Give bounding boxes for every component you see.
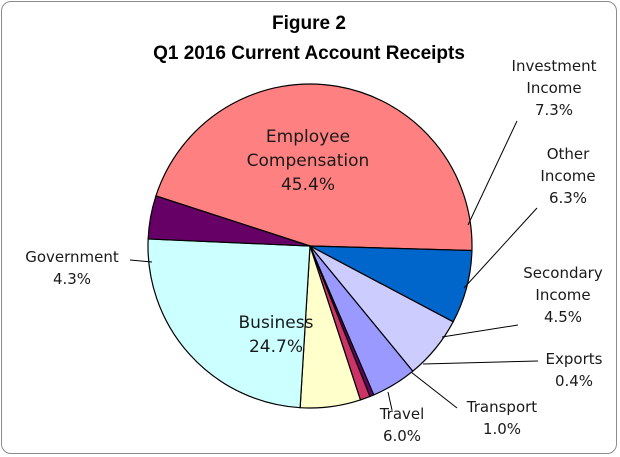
leader-line-exports <box>422 360 539 365</box>
leader-line-investment-income <box>467 120 518 226</box>
chart-title-line2: Q1 2016 Current Account Receipts <box>153 43 465 64</box>
leader-line-secondary-income <box>441 324 519 338</box>
slice-label-secondary-income: Secondary Income 4.5% <box>523 264 603 326</box>
slice-business <box>147 238 311 409</box>
slice-label-exports: Exports 0.4% <box>546 350 603 390</box>
slice-label-business: Business 24.7% <box>239 313 314 357</box>
slice-label-government: Government 4.3% <box>25 248 119 288</box>
chart-title-line1: Figure 2 <box>272 13 346 34</box>
leader-line-government <box>129 259 153 263</box>
slice-label-investment-income: Investment Income 7.3% <box>512 57 597 119</box>
slice-label-travel: Travel 6.0% <box>379 405 425 445</box>
slice-employee-compensation <box>155 83 473 252</box>
leader-line-transport <box>410 371 458 409</box>
slice-government <box>147 195 311 247</box>
leader-line-other-income <box>463 207 538 289</box>
leader-line-travel <box>387 391 393 411</box>
slice-label-other-income: Other Income 6.3% <box>540 145 595 207</box>
slice-label-employee-compensation: Employee Compensation 45.4% <box>247 127 370 195</box>
slice-label-transport: Transport 1.0% <box>466 398 538 438</box>
